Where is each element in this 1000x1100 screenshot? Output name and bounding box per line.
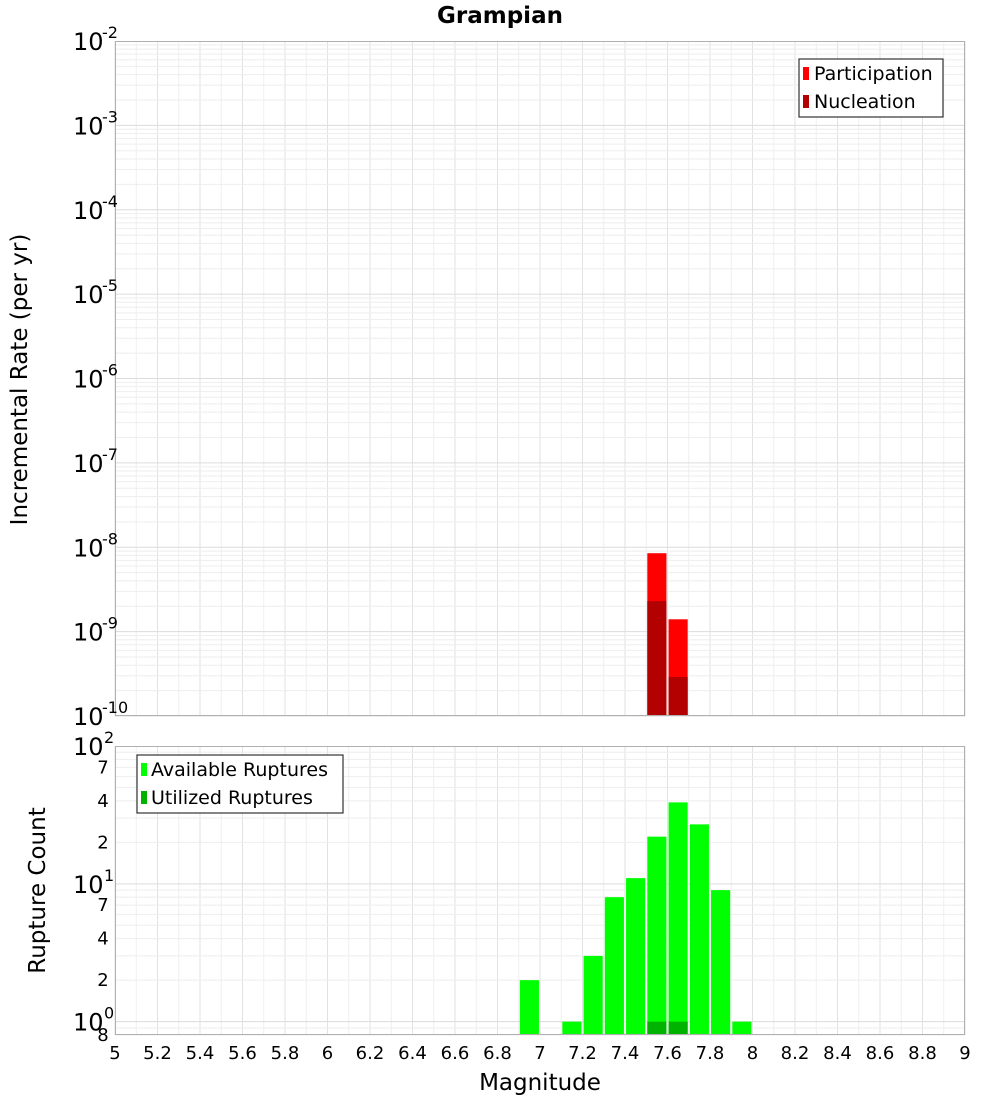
legend-participation-label: Participation (814, 63, 933, 85)
y-tick-exponent: -7 (102, 445, 118, 464)
y-tick-label: 10 (73, 366, 104, 394)
count-legend: Available Ruptures Utilized Ruptures (136, 754, 344, 814)
bar-utilized-ruptures (647, 1021, 667, 1035)
y-tick-label: 10 (73, 1009, 104, 1037)
y-minor-tick-label: 7 (97, 757, 108, 778)
bar-available-ruptures (562, 1021, 582, 1035)
y-tick-label: 10 (73, 534, 104, 562)
x-tick-label: 8.2 (781, 1043, 810, 1064)
x-tick-label: 5 (109, 1043, 120, 1064)
count-bars (519, 802, 752, 1035)
rate-panel: 10-210-310-410-510-610-710-810-910-10 In… (7, 23, 966, 731)
rate-y-axis-label: Incremental Rate (per yr) (7, 234, 33, 526)
y-minor-tick-label: 8 (97, 1025, 108, 1046)
bar-available-ruptures (626, 878, 646, 1035)
bar-available-ruptures (604, 897, 624, 1035)
count-y-axis-label: Rupture Count (25, 807, 51, 973)
y-tick-exponent: 2 (104, 728, 114, 747)
y-tick-exponent: -8 (102, 529, 118, 548)
x-tick-label: 8.6 (866, 1043, 895, 1064)
bar-utilized-ruptures (668, 1021, 688, 1035)
x-tick-label: 7.4 (611, 1043, 640, 1064)
y-minor-tick-label: 7 (97, 895, 108, 916)
x-tick-label: 6.6 (441, 1043, 470, 1064)
legend-utilized-label: Utilized Ruptures (151, 787, 313, 809)
y-minor-tick-label: 4 (97, 791, 108, 812)
y-tick-label: 10 (73, 28, 104, 56)
legend-nucleation-label: Nucleation (814, 91, 916, 113)
x-tick-label: 5.4 (186, 1043, 215, 1064)
legend-available-swatch (141, 763, 147, 776)
bar-available-ruptures (647, 836, 667, 1035)
y-tick-label: 10 (73, 619, 104, 647)
y-tick-label: 10 (73, 703, 104, 731)
x-tick-label: 5.6 (228, 1043, 257, 1064)
y-tick-label: 10 (73, 197, 104, 225)
x-tick-label: 7.8 (696, 1043, 725, 1064)
x-axis-label: Magnitude (479, 1070, 601, 1096)
y-tick-label: 10 (73, 450, 104, 478)
rate-legend-box (798, 58, 944, 118)
legend-utilized-swatch (141, 791, 147, 804)
y-minor-tick-label: 2 (97, 832, 108, 853)
y-tick-exponent: -9 (102, 614, 118, 633)
x-tick-label: 6.8 (483, 1043, 512, 1064)
count-legend-box (136, 754, 344, 814)
x-tick-label: 8.4 (823, 1043, 852, 1064)
y-tick-exponent: -6 (102, 361, 118, 380)
bar-available-ruptures (732, 1021, 752, 1035)
x-tick-label: 7.6 (653, 1043, 682, 1064)
x-tick-label: 8 (747, 1043, 758, 1064)
y-tick-exponent: -2 (102, 23, 118, 42)
y-tick-exponent: -3 (102, 107, 118, 126)
y-minor-tick-label: 4 (97, 929, 108, 950)
rate-legend: Participation Nucleation (798, 58, 944, 118)
x-tick-labels: 5 5.2 5.4 5.6 5.8 6 6.2 6.4 6.6 6.8 7 7.2 7.4 7.6 7.8 8… (109, 1043, 970, 1064)
bar-available-ruptures (583, 955, 603, 1035)
chart-title: Grampian (437, 3, 563, 29)
x-tick-label: 5.8 (271, 1043, 300, 1064)
y-tick-label: 10 (73, 871, 104, 899)
bar-nucleation (647, 601, 667, 716)
y-tick-label: 10 (73, 281, 104, 309)
x-tick-label: 7 (534, 1043, 545, 1064)
bar-available-ruptures (711, 890, 731, 1035)
count-plot-frame (115, 746, 965, 1035)
y-tick-exponent: 1 (104, 866, 114, 885)
bar-available-ruptures (668, 802, 688, 1035)
y-tick-exponent: -10 (102, 698, 128, 717)
bar-available-ruptures (689, 824, 709, 1035)
x-tick-label: 6 (322, 1043, 333, 1064)
x-tick-label: 5.2 (143, 1043, 172, 1064)
x-tick-label: 7.2 (568, 1043, 597, 1064)
y-tick-exponent: 0 (104, 1004, 114, 1023)
rate-plot-frame (115, 41, 965, 716)
rate-gridlines (114, 41, 966, 717)
legend-available-label: Available Ruptures (151, 759, 328, 781)
legend-nucleation-swatch (803, 95, 809, 108)
y-tick-label: 10 (73, 112, 104, 140)
x-tick-label: 6.4 (398, 1043, 427, 1064)
x-tick-label: 9 (959, 1043, 970, 1064)
y-minor-tick-label: 2 (97, 970, 108, 991)
x-tick-label: 6.2 (356, 1043, 385, 1064)
y-tick-exponent: -4 (102, 192, 118, 211)
rate-y-ticks: 10-210-310-410-510-610-710-810-910-10 (73, 23, 128, 731)
y-tick-exponent: -5 (102, 276, 118, 295)
x-tick-label: 8.8 (908, 1043, 937, 1064)
legend-participation-swatch (803, 67, 809, 80)
rate-bars (647, 553, 688, 716)
bar-nucleation (668, 676, 688, 716)
bar-available-ruptures (519, 980, 539, 1035)
y-tick-label: 10 (73, 733, 104, 761)
